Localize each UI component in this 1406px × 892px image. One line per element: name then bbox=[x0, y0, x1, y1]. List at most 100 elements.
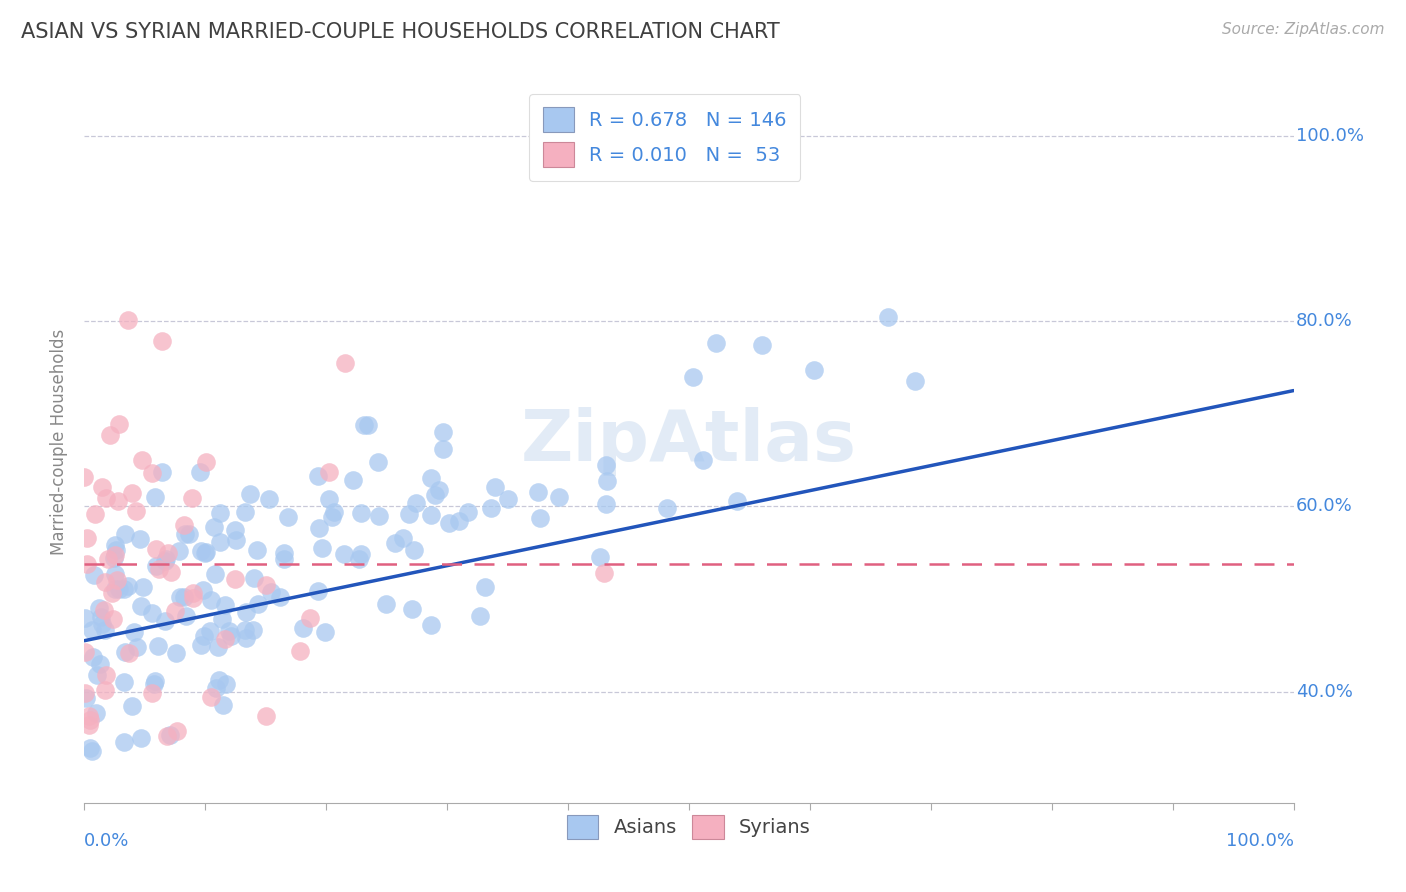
Point bbox=[449, 514, 471, 528]
Point bbox=[104, 548, 127, 562]
Point bbox=[218, 624, 240, 639]
Point bbox=[484, 481, 506, 495]
Point bbox=[105, 573, 128, 587]
Text: 100.0%: 100.0% bbox=[1296, 127, 1364, 145]
Point bbox=[90, 610, 112, 624]
Point bbox=[159, 565, 181, 579]
Point bbox=[198, 624, 221, 639]
Point bbox=[212, 698, 235, 712]
Point bbox=[159, 729, 181, 743]
Point bbox=[108, 417, 131, 432]
Point bbox=[90, 616, 112, 631]
Point bbox=[104, 582, 127, 596]
Point bbox=[173, 591, 195, 605]
Point bbox=[470, 608, 492, 623]
Point bbox=[79, 740, 101, 755]
Point bbox=[174, 527, 197, 541]
Point bbox=[104, 566, 127, 581]
Point bbox=[225, 533, 247, 547]
Point bbox=[145, 542, 167, 557]
Point bbox=[157, 546, 180, 560]
Point bbox=[94, 491, 117, 505]
Point bbox=[269, 591, 291, 605]
Point bbox=[194, 546, 217, 560]
Text: Source: ZipAtlas.com: Source: ZipAtlas.com bbox=[1222, 22, 1385, 37]
Point bbox=[308, 521, 330, 535]
Point bbox=[143, 674, 166, 689]
Point bbox=[145, 559, 167, 574]
Point bbox=[307, 583, 329, 598]
Point bbox=[208, 673, 231, 687]
Point bbox=[299, 611, 322, 625]
Point bbox=[323, 505, 346, 519]
Point bbox=[180, 491, 202, 505]
Point bbox=[751, 337, 773, 351]
Point bbox=[655, 500, 678, 515]
Point bbox=[79, 713, 101, 727]
Point bbox=[904, 374, 927, 388]
Point bbox=[97, 552, 120, 566]
Point bbox=[76, 532, 98, 546]
Point bbox=[117, 579, 139, 593]
Point bbox=[254, 709, 277, 723]
Point bbox=[153, 614, 176, 628]
Point bbox=[277, 510, 299, 524]
Point bbox=[131, 731, 153, 746]
Point bbox=[114, 644, 136, 658]
Point bbox=[181, 591, 204, 606]
Point bbox=[425, 488, 447, 502]
Point bbox=[208, 506, 231, 520]
Point bbox=[235, 632, 257, 646]
Point bbox=[156, 729, 179, 743]
Point bbox=[208, 535, 231, 549]
Point bbox=[93, 574, 115, 589]
Point bbox=[166, 723, 188, 738]
Point bbox=[219, 629, 242, 643]
Point bbox=[224, 524, 246, 538]
Point bbox=[107, 494, 129, 508]
Point bbox=[94, 623, 117, 637]
Text: 0.0%: 0.0% bbox=[84, 831, 129, 850]
Point bbox=[529, 511, 551, 525]
Point bbox=[595, 458, 617, 472]
Point bbox=[420, 471, 443, 485]
Point bbox=[357, 417, 380, 432]
Text: 60.0%: 60.0% bbox=[1296, 498, 1353, 516]
Point bbox=[141, 466, 163, 480]
Point bbox=[243, 571, 266, 585]
Point bbox=[235, 605, 257, 619]
Point bbox=[93, 603, 115, 617]
Point bbox=[73, 685, 96, 699]
Point bbox=[94, 668, 117, 682]
Y-axis label: Married-couple Households: Married-couple Households bbox=[51, 328, 69, 555]
Point bbox=[259, 492, 281, 507]
Point bbox=[254, 578, 277, 592]
Point bbox=[419, 618, 441, 632]
Point bbox=[335, 356, 357, 370]
Point bbox=[167, 543, 190, 558]
Point bbox=[247, 597, 270, 611]
Point bbox=[342, 473, 364, 487]
Point bbox=[595, 497, 617, 511]
Point bbox=[173, 518, 195, 533]
Point bbox=[273, 546, 295, 560]
Point bbox=[350, 547, 373, 561]
Point bbox=[103, 551, 125, 566]
Point bbox=[150, 465, 173, 479]
Text: 40.0%: 40.0% bbox=[1296, 682, 1353, 700]
Point bbox=[292, 621, 315, 635]
Point bbox=[259, 584, 281, 599]
Point bbox=[101, 586, 124, 600]
Point bbox=[321, 510, 343, 524]
Point bbox=[427, 483, 450, 498]
Point bbox=[73, 611, 96, 625]
Point bbox=[273, 552, 295, 566]
Point bbox=[311, 541, 333, 556]
Point bbox=[432, 442, 454, 456]
Point bbox=[75, 690, 97, 705]
Point bbox=[200, 592, 222, 607]
Point bbox=[682, 369, 704, 384]
Point bbox=[73, 470, 96, 484]
Text: ZipAtlas: ZipAtlas bbox=[522, 407, 856, 476]
Point bbox=[193, 630, 215, 644]
